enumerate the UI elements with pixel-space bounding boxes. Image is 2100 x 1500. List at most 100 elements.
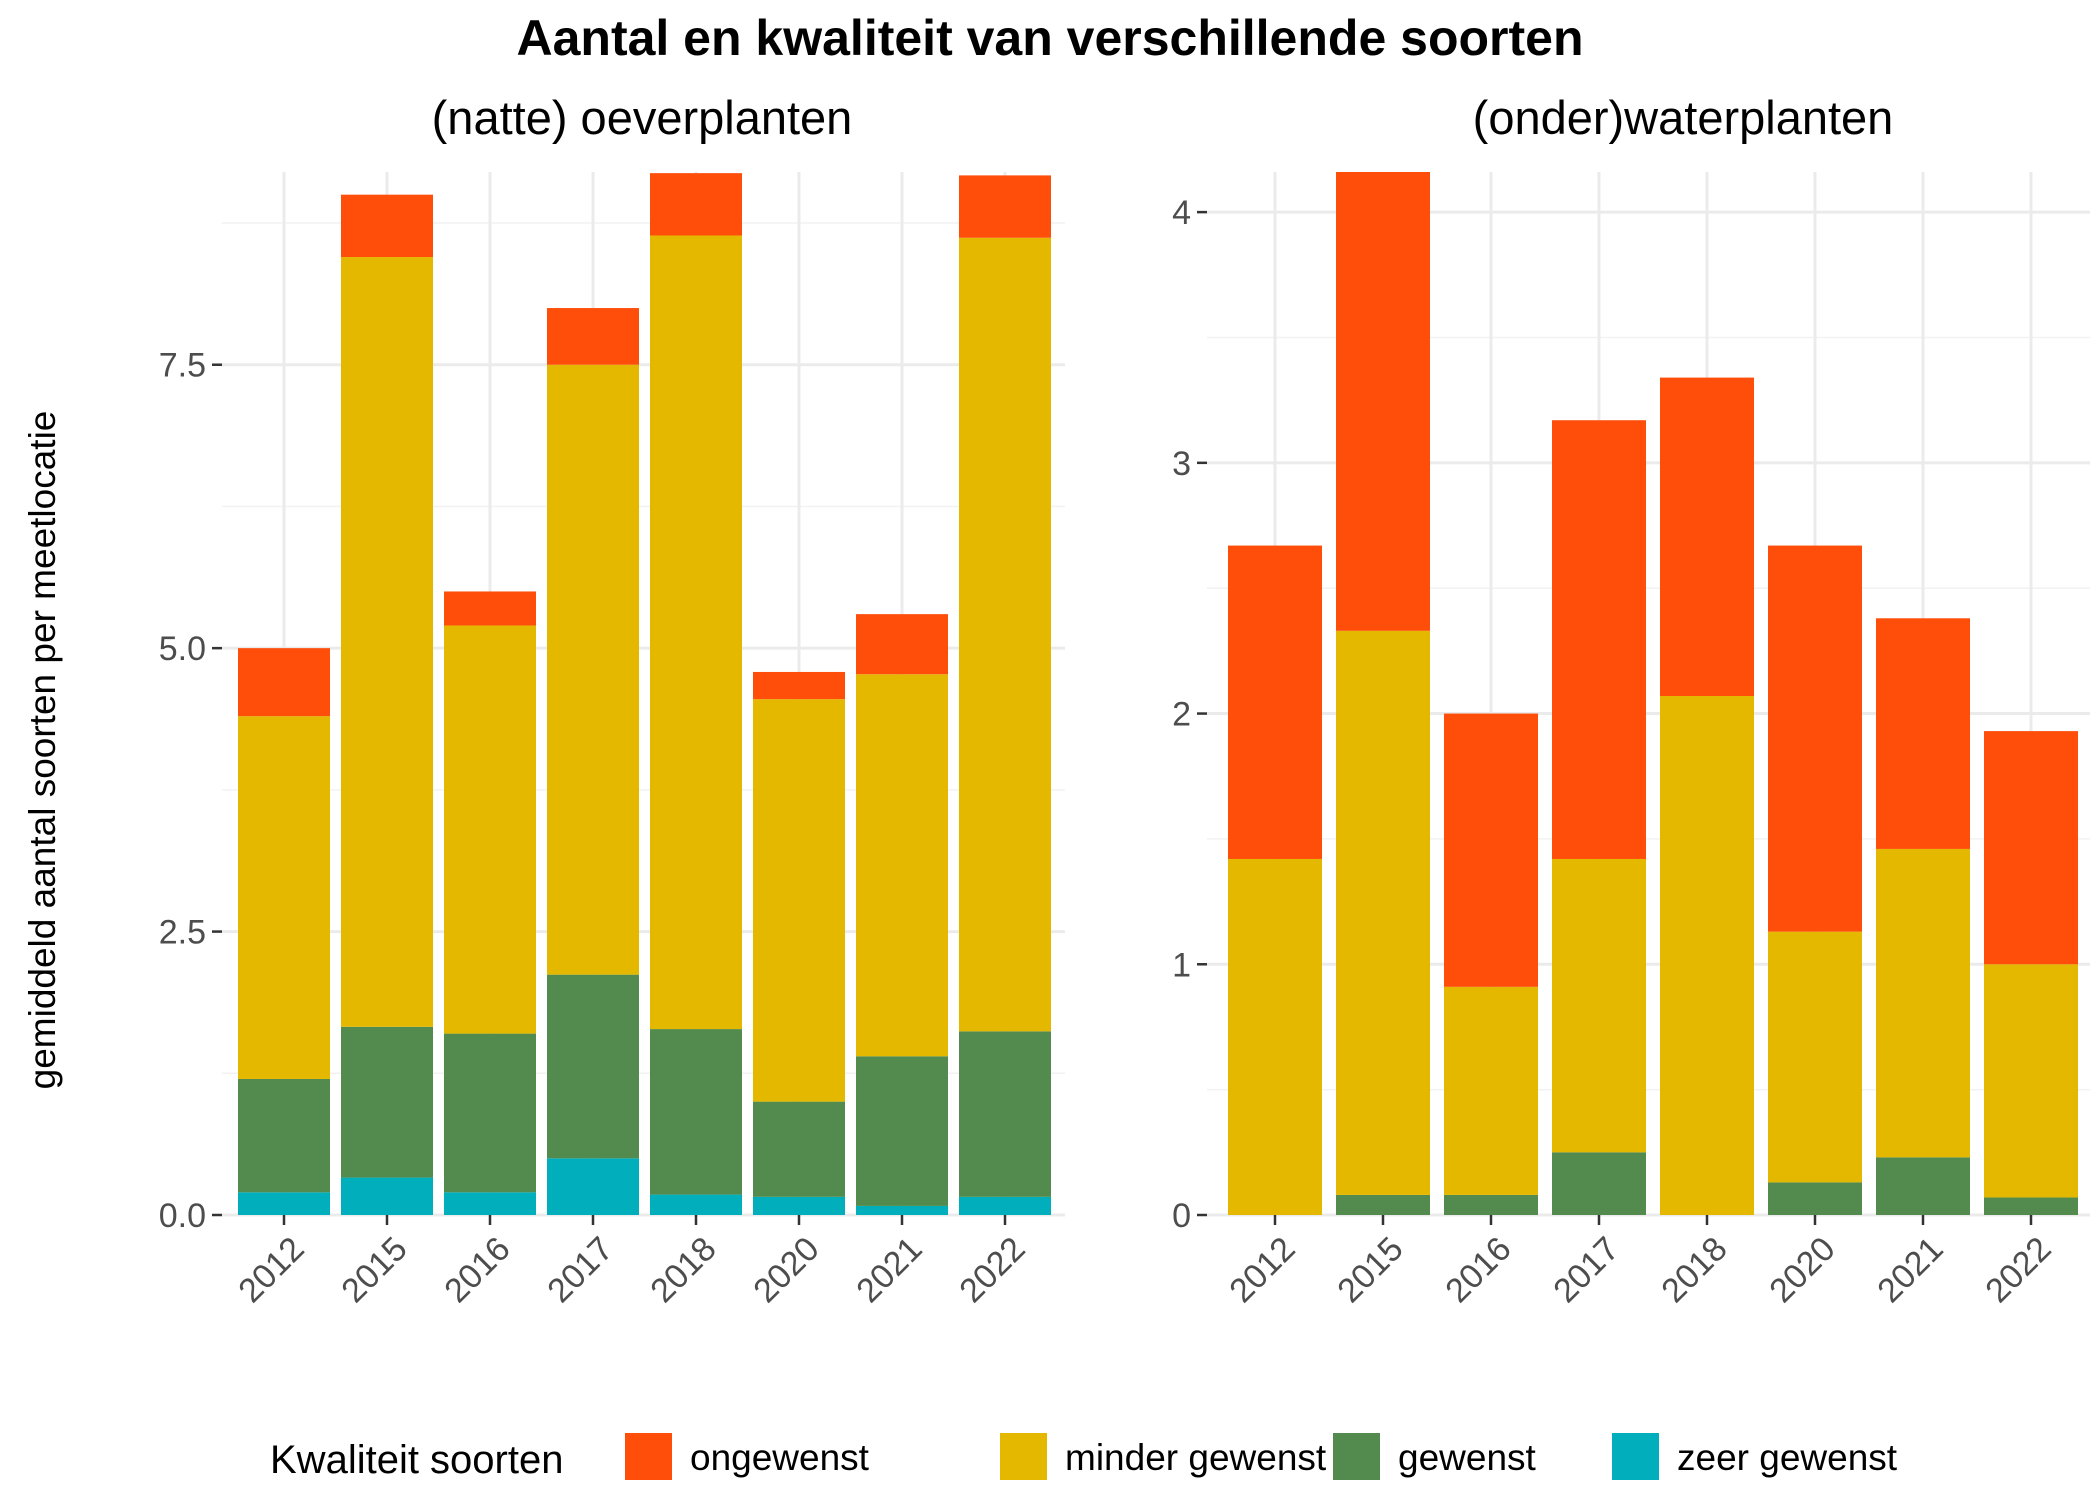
bar-segment (1660, 696, 1754, 1215)
legend-title: Kwaliteit soorten (270, 1438, 563, 1482)
legend-key-gewenst (1333, 1433, 1380, 1480)
panel-title-oeverplanten: (natte) oeverplanten (432, 91, 853, 144)
bar-segment (650, 235, 742, 1030)
bar-segment (1336, 1194, 1430, 1215)
x-tick-label: 2016 (437, 1230, 517, 1310)
bar-segment (444, 1033, 536, 1193)
bar-segment (1444, 986, 1538, 1195)
y-tick-label: 2 (1172, 696, 1191, 734)
y-tick-label: 1 (1172, 946, 1191, 984)
bar-segment (959, 237, 1051, 1032)
bar-segment (856, 1205, 948, 1215)
bar-segment (547, 364, 639, 975)
bar-segment (444, 1192, 536, 1215)
bar-segment (650, 1194, 742, 1215)
bar-segment (1660, 377, 1754, 697)
x-tick-label: 2018 (1654, 1230, 1734, 1310)
bar-segment (753, 1101, 845, 1197)
y-tick-label: 3 (1172, 445, 1191, 483)
x-tick-label: 2017 (1546, 1230, 1626, 1310)
x-tick-label: 2018 (643, 1230, 723, 1310)
bar-segment (238, 648, 330, 717)
bar-segment (238, 1192, 330, 1215)
legend-key-minder_gewenst (1000, 1433, 1047, 1480)
bar-segment (1768, 931, 1862, 1183)
x-tick-label: 2022 (1978, 1230, 2058, 1310)
bar-segment (959, 1196, 1051, 1215)
bar-segment (959, 1031, 1051, 1197)
chart-title: Aantal en kwaliteit van verschillende so… (516, 10, 1583, 66)
legend: Kwaliteit soorten ongewenst minder gewens… (270, 1433, 1898, 1482)
legend-label-ongewenst: ongewenst (690, 1437, 870, 1478)
x-tick-label: 2015 (334, 1230, 414, 1310)
bar-segment (1768, 1182, 1862, 1215)
bar-segment (1552, 1152, 1646, 1215)
bar-segment (856, 674, 948, 1057)
bar-segment (547, 974, 639, 1159)
bar-segment (238, 716, 330, 1079)
bar-segment (856, 614, 948, 675)
x-axis: 2012 2015 2016 2017 2018 2020 2021 2022 (231, 1215, 1033, 1310)
bar-segment (1552, 858, 1646, 1153)
bar-segment (856, 1056, 948, 1206)
bar-segment (1984, 1197, 2078, 1215)
bar-segment (1444, 1194, 1538, 1215)
x-tick-label: 2022 (952, 1230, 1032, 1310)
y-axis: 0.0 2.5 5.0 7.5 (159, 347, 222, 1235)
bar-segment (547, 308, 639, 365)
bar-segment (341, 257, 433, 1027)
bar-segment (1228, 858, 1322, 1215)
x-tick-label: 2016 (1438, 1230, 1518, 1310)
x-tick-label: 2012 (231, 1230, 311, 1310)
legend-label-minder_gewenst: minder gewenst (1065, 1437, 1327, 1478)
bar-segment (1768, 545, 1862, 932)
bar-segment (1984, 731, 2078, 965)
bar-segment (1336, 172, 1430, 631)
bar-segment (753, 1196, 845, 1215)
bar-segment (650, 1029, 742, 1195)
y-tick-label: 4 (1172, 194, 1191, 232)
bar-segment (341, 1177, 433, 1215)
bar-segment (650, 173, 742, 236)
x-axis: 2012 2015 2016 2017 2018 2020 2021 2022 (1222, 1215, 2059, 1310)
bar-segment (1552, 420, 1646, 859)
x-tick-label: 2020 (1762, 1230, 1842, 1310)
y-axis: 0 1 2 3 4 (1172, 194, 1207, 1235)
y-axis-title: gemiddeld aantal soorten per meetlocatie (22, 411, 63, 1090)
y-tick-label: 7.5 (159, 347, 206, 385)
bar-segment (753, 671, 845, 700)
y-tick-label: 0.0 (159, 1197, 206, 1235)
bar-segment (753, 699, 845, 1102)
y-tick-label: 0 (1172, 1197, 1191, 1235)
bar-segment (1876, 1157, 1970, 1215)
bar-segment (1876, 618, 1970, 849)
bar-segment (238, 1078, 330, 1193)
bars (1228, 172, 2078, 1215)
bar-segment (341, 194, 433, 258)
x-tick-label: 2017 (540, 1230, 620, 1310)
x-tick-label: 2021 (1870, 1230, 1950, 1310)
bar-segment (1984, 964, 2078, 1198)
x-tick-label: 2012 (1222, 1230, 1302, 1310)
bar-segment (444, 591, 536, 626)
legend-label-zeer_gewenst: zeer gewenst (1677, 1437, 1898, 1478)
bar-segment (341, 1026, 433, 1178)
x-tick-label: 2021 (849, 1230, 929, 1310)
legend-key-ongewenst (625, 1433, 672, 1480)
x-tick-label: 2020 (746, 1230, 826, 1310)
x-tick-label: 2015 (1330, 1230, 1410, 1310)
bar-segment (959, 175, 1051, 238)
bar-segment (1228, 545, 1322, 859)
panel-title-waterplanten: (onder)waterplanten (1473, 91, 1894, 144)
legend-label-gewenst: gewenst (1398, 1437, 1537, 1478)
bar-segment (1336, 630, 1430, 1195)
y-tick-label: 5.0 (159, 630, 206, 668)
bars (238, 173, 1051, 1215)
bar-segment (1444, 713, 1538, 987)
y-tick-label: 2.5 (159, 914, 206, 952)
bar-segment (1876, 848, 1970, 1158)
bar-segment (444, 625, 536, 1034)
